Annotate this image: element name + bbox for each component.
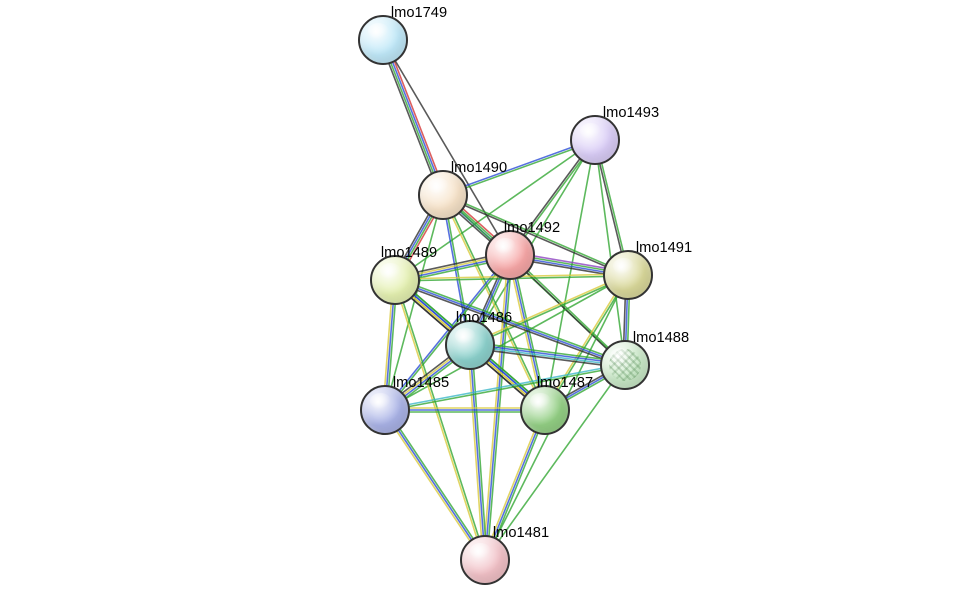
node-lmo1485[interactable] [360, 385, 410, 435]
edge-lmo1491-lmo1486[interactable] [470, 274, 628, 344]
node-lmo1490[interactable] [418, 170, 468, 220]
node-structure-icon [609, 349, 641, 381]
network-diagram: lmo1749lmo1493lmo1490lmo1492lmo1491lmo14… [0, 0, 976, 600]
node-lmo1481[interactable] [460, 535, 510, 585]
node-lmo1486[interactable] [445, 320, 495, 370]
node-lmo1488[interactable] [600, 340, 650, 390]
node-lmo1492[interactable] [485, 230, 535, 280]
node-lmo1493[interactable] [570, 115, 620, 165]
edge-lmo1488-lmo1485[interactable] [385, 366, 625, 411]
edge-lmo1486-lmo1481[interactable] [470, 345, 485, 560]
edges-layer [0, 0, 976, 600]
edge-lmo1485-lmo1481[interactable] [383, 411, 483, 561]
node-lmo1749[interactable] [358, 15, 408, 65]
node-lmo1487[interactable] [520, 385, 570, 435]
node-lmo1489[interactable] [370, 255, 420, 305]
edge-lmo1485-lmo1481[interactable] [385, 410, 485, 560]
node-lmo1491[interactable] [603, 250, 653, 300]
edge-lmo1485-lmo1481[interactable] [387, 409, 487, 559]
